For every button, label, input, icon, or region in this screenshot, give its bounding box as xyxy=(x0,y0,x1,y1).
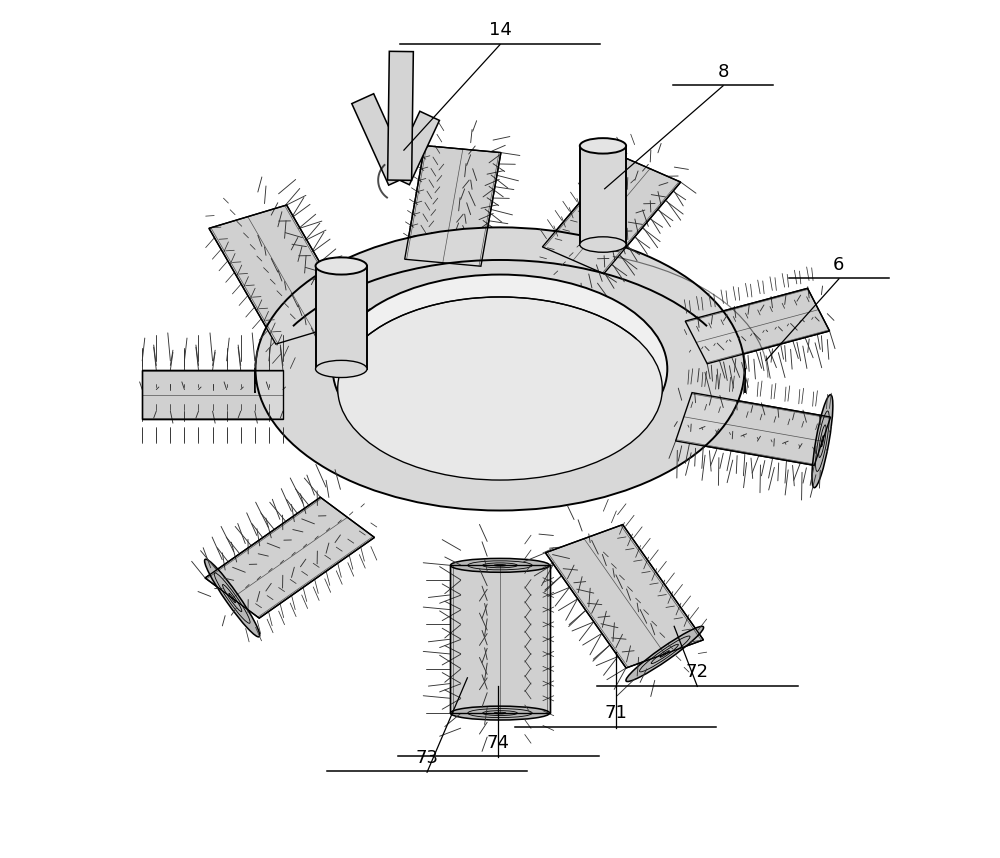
Ellipse shape xyxy=(580,237,626,252)
Polygon shape xyxy=(142,370,283,420)
Polygon shape xyxy=(545,524,703,668)
Ellipse shape xyxy=(333,275,667,463)
Polygon shape xyxy=(405,146,501,266)
Ellipse shape xyxy=(580,138,626,154)
Text: 74: 74 xyxy=(487,734,510,752)
Text: 71: 71 xyxy=(604,704,627,722)
Polygon shape xyxy=(205,498,374,618)
Polygon shape xyxy=(316,266,367,369)
Ellipse shape xyxy=(338,297,662,480)
Polygon shape xyxy=(390,112,439,184)
Polygon shape xyxy=(388,51,413,180)
Polygon shape xyxy=(685,288,830,364)
Text: 6: 6 xyxy=(833,256,845,274)
Text: 73: 73 xyxy=(416,749,439,767)
Ellipse shape xyxy=(812,395,833,487)
Polygon shape xyxy=(352,94,411,185)
Polygon shape xyxy=(676,393,831,465)
Ellipse shape xyxy=(316,360,367,378)
Ellipse shape xyxy=(316,257,367,275)
Polygon shape xyxy=(580,146,626,245)
Text: 8: 8 xyxy=(717,63,729,81)
Polygon shape xyxy=(450,565,550,713)
Ellipse shape xyxy=(255,227,745,511)
Ellipse shape xyxy=(450,706,550,720)
Ellipse shape xyxy=(205,559,260,637)
Ellipse shape xyxy=(626,626,704,681)
Polygon shape xyxy=(209,205,353,344)
Ellipse shape xyxy=(450,559,550,572)
Polygon shape xyxy=(542,155,681,274)
Text: 72: 72 xyxy=(686,663,709,681)
Text: 14: 14 xyxy=(489,21,511,39)
